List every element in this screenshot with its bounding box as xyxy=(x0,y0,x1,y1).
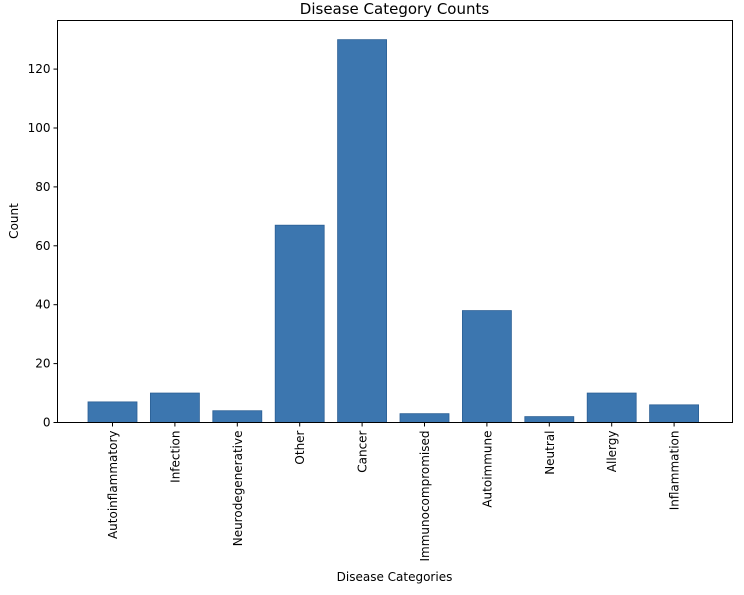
y-tick-label: 20 xyxy=(35,357,50,371)
x-tick-label: Immunocompromised xyxy=(418,431,432,562)
bar xyxy=(337,39,388,423)
x-tick-label: Neutral xyxy=(543,431,557,475)
y-tick-label: 40 xyxy=(35,298,50,312)
y-axis-label: Count xyxy=(7,203,21,239)
y-tick-label: 100 xyxy=(28,121,51,135)
bar xyxy=(524,416,575,423)
bar xyxy=(212,410,263,423)
x-tick-label: Infection xyxy=(168,431,182,483)
y-tick-label: 120 xyxy=(28,62,51,76)
x-tick-label: Allergy xyxy=(605,431,619,473)
bar xyxy=(586,392,637,423)
x-axis-label: Disease Categories xyxy=(337,570,453,584)
bar xyxy=(274,224,325,423)
plot-frame xyxy=(57,20,733,423)
x-tick-label: Autoinflammatory xyxy=(106,431,120,540)
chart-title: Disease Category Counts xyxy=(300,0,490,18)
bar xyxy=(149,392,200,423)
bar xyxy=(461,310,512,423)
bar xyxy=(649,404,699,423)
x-tick-label: Other xyxy=(293,430,307,464)
bar xyxy=(399,413,450,423)
bar xyxy=(87,401,138,423)
x-tick-label: Neurodegenerative xyxy=(231,431,245,547)
x-tick-label: Autoimmune xyxy=(480,431,494,508)
x-tick-label: Inflammation xyxy=(668,431,682,511)
y-tick-label: 0 xyxy=(43,416,51,430)
x-tick-label: Cancer xyxy=(356,430,370,472)
y-tick-label: 60 xyxy=(35,239,50,253)
y-tick-label: 80 xyxy=(35,180,50,194)
